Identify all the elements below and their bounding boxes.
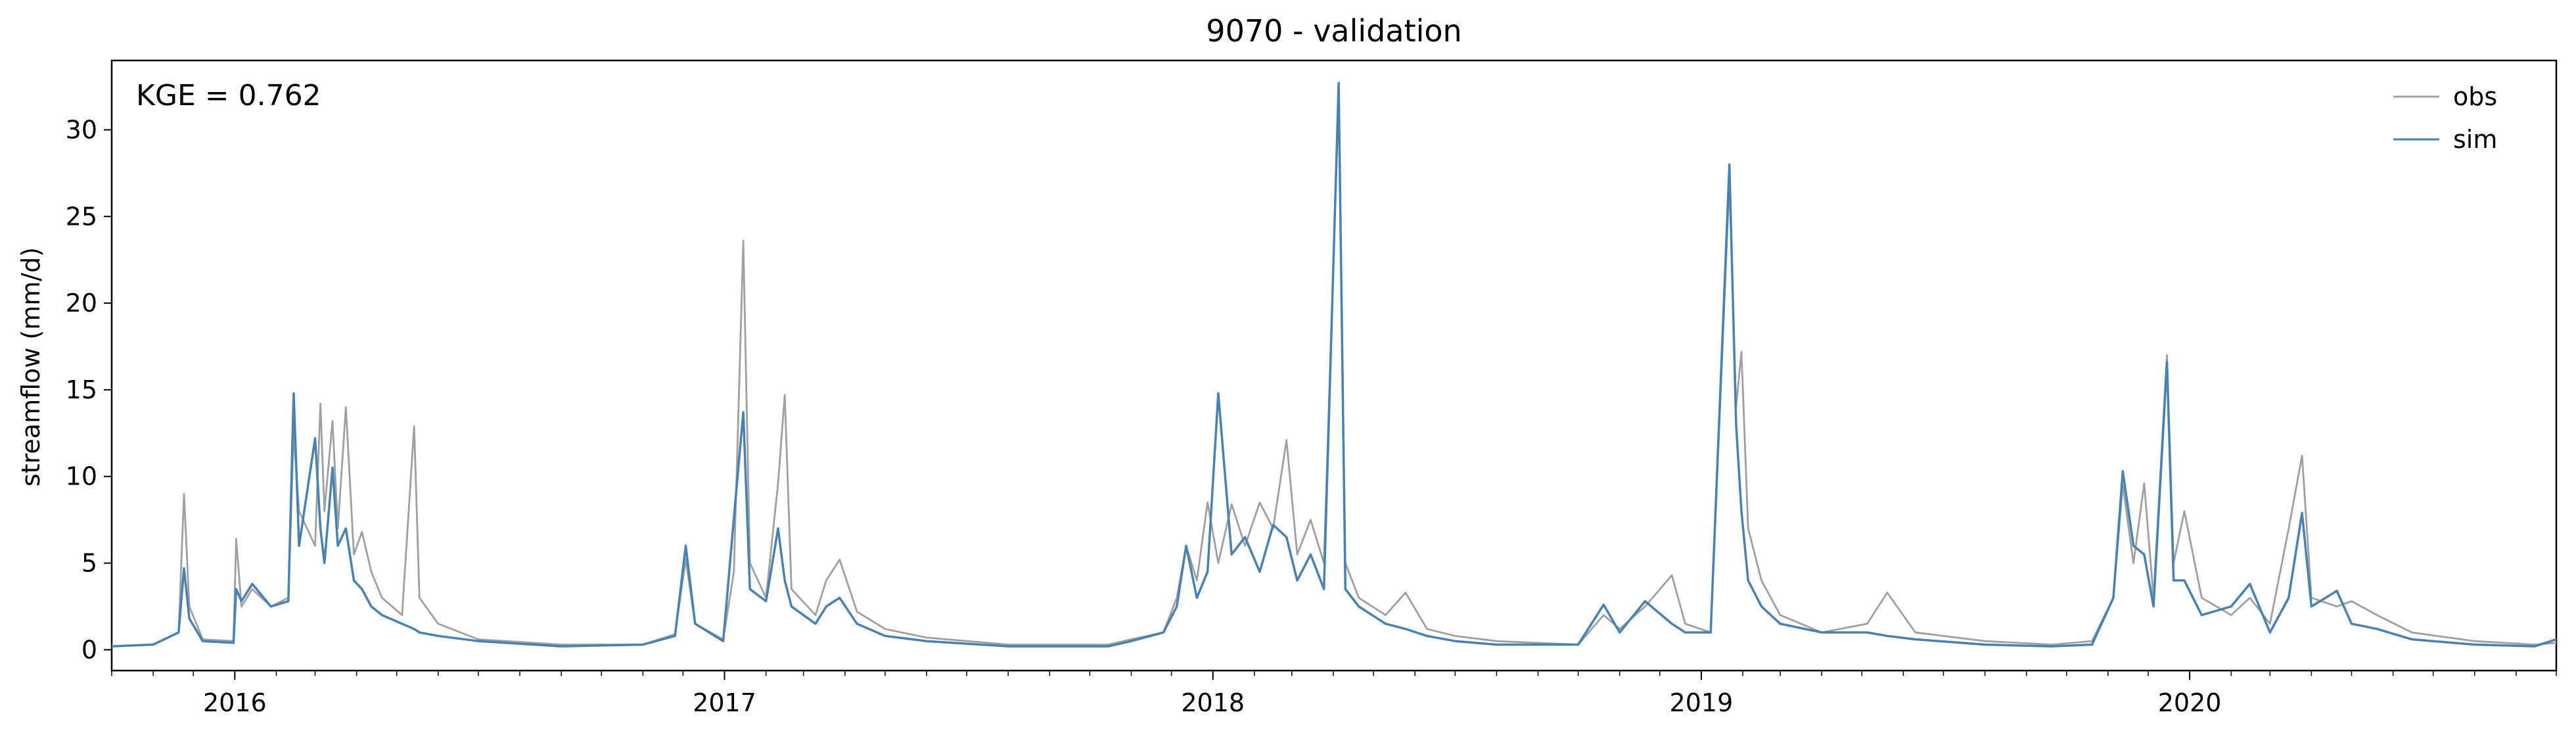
x-tick-label: 2018 <box>1181 688 1245 717</box>
kge-annotation: KGE = 0.762 <box>136 79 321 112</box>
chart-title: 9070 - validation <box>1206 13 1461 49</box>
y-tick-label: 30 <box>66 115 97 144</box>
y-tick-label: 15 <box>66 375 97 404</box>
y-tick-label: 10 <box>66 462 97 491</box>
x-tick-label: 2019 <box>1670 688 1734 717</box>
plot-area-frame <box>110 59 2558 672</box>
y-tick-label: 20 <box>66 289 97 318</box>
x-axis: 2016 2017 2018 2019 2020 <box>111 671 2557 717</box>
x-tick-label: 2020 <box>2158 688 2222 717</box>
y-tick-label: 25 <box>66 202 97 231</box>
series-line-sim <box>111 82 2557 648</box>
series-layer <box>111 82 2557 648</box>
legend-sim-label: sim <box>2453 125 2497 154</box>
y-axis-label: streamflow (mm/d) <box>16 247 45 486</box>
x-tick-label: 2016 <box>203 688 267 717</box>
y-tick-label: 0 <box>81 635 97 664</box>
y-axis: 0 5 10 15 20 25 30 <box>66 115 112 664</box>
legend: obs sim <box>2393 82 2497 154</box>
x-tick-label: 2017 <box>693 688 756 717</box>
y-tick-label: 5 <box>81 549 97 578</box>
legend-obs-label: obs <box>2453 82 2497 111</box>
series-line-obs <box>111 94 2557 648</box>
